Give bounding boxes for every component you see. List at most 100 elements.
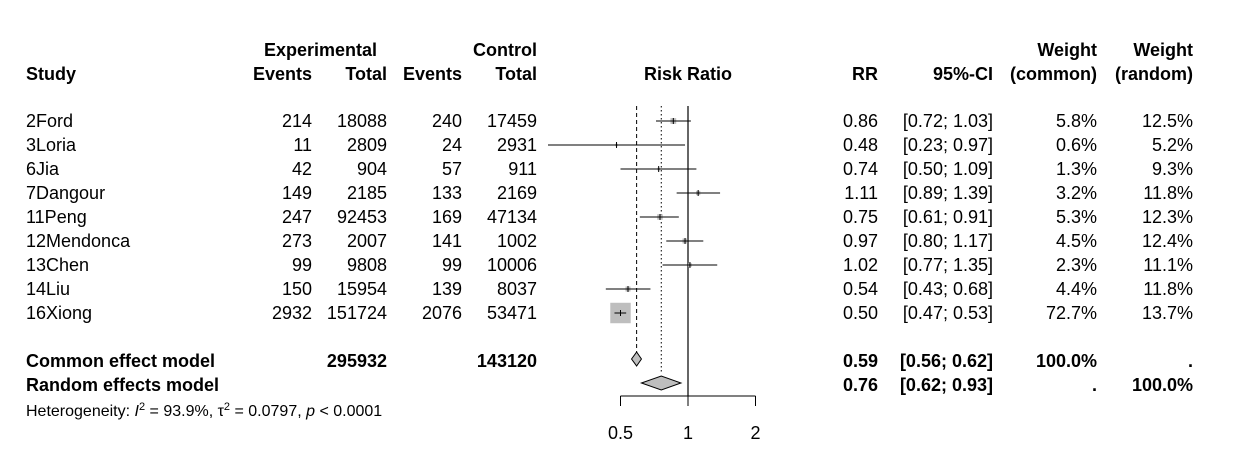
study-name: 3Loria [26, 135, 77, 155]
header-c-total: Total [495, 64, 537, 84]
study-e-total: 18088 [337, 111, 387, 131]
study-e-total: 904 [357, 159, 387, 179]
random-label: Random effects model [26, 375, 219, 395]
header-weight-random-1: Weight [1133, 40, 1193, 60]
study-e-total: 15954 [337, 279, 387, 299]
het-i-value: = 93.9%, [145, 403, 218, 420]
study-c-events: 141 [432, 231, 462, 251]
het-i-sup: 2 [139, 401, 145, 413]
study-rr: 0.75 [843, 207, 878, 227]
header-weight-common-2: (common) [1010, 64, 1097, 84]
study-c-events: 57 [442, 159, 462, 179]
study-w-random: 11.1% [1143, 255, 1193, 275]
study-rr: 0.86 [843, 111, 878, 131]
study-c-total: 2931 [497, 135, 537, 155]
het-prefix: Heterogeneity: [26, 403, 135, 420]
common-c-total: 143120 [477, 351, 537, 371]
common-e-total: 295932 [327, 351, 387, 371]
study-rr: 0.97 [843, 231, 878, 251]
study-e-total: 2185 [347, 183, 387, 203]
study-name: 16Xiong [26, 303, 92, 323]
study-c-events: 240 [432, 111, 462, 131]
header-experimental: Experimental [264, 40, 377, 60]
study-c-total: 1002 [497, 231, 537, 251]
random-rr: 0.76 [843, 375, 878, 395]
study-ci: [0.43; 0.68] [903, 279, 993, 299]
study-name: 2Ford [26, 111, 73, 131]
common-effect-diamond [630, 351, 643, 367]
study-rr: 1.11 [844, 183, 878, 203]
study-c-events: 2076 [422, 303, 462, 323]
study-ci: [0.47; 0.53] [903, 303, 993, 323]
study-c-total: 47134 [487, 207, 537, 227]
study-e-events: 273 [282, 231, 312, 251]
study-e-total: 2809 [347, 135, 387, 155]
study-e-events: 214 [282, 111, 312, 131]
header-control: Control [473, 40, 537, 60]
header-weight-random-2: (random) [1115, 64, 1193, 84]
study-name: 13Chen [26, 255, 89, 275]
header-weight-common-1: Weight [1037, 40, 1097, 60]
study-c-events: 99 [442, 255, 462, 275]
header-rr: RR [852, 64, 878, 84]
study-e-events: 247 [282, 207, 312, 227]
het-tau-sup: 2 [224, 401, 230, 413]
common-label: Common effect model [26, 351, 215, 371]
study-ci: [0.72; 1.03] [903, 111, 993, 131]
study-w-common: 3.2% [1056, 183, 1097, 203]
het-tau-value: = 0.0797, [230, 403, 306, 420]
study-w-random: 11.8% [1143, 183, 1193, 203]
study-c-events: 139 [432, 279, 462, 299]
x-tick-label: 1 [683, 423, 693, 443]
header-e-events: Events [253, 64, 312, 84]
study-ci: [0.80; 1.17] [903, 231, 993, 251]
study-ci: [0.89; 1.39] [903, 183, 993, 203]
study-c-total: 10006 [487, 255, 537, 275]
study-name: 11Peng [26, 207, 87, 227]
common-rr: 0.59 [843, 351, 878, 371]
study-c-events: 24 [442, 135, 462, 155]
header-e-total: Total [345, 64, 387, 84]
study-c-total: 911 [508, 159, 537, 179]
header-ci: 95%-CI [933, 64, 993, 84]
study-c-total: 8037 [497, 279, 537, 299]
study-w-common: 4.5% [1056, 231, 1097, 251]
study-w-random: 12.5% [1142, 111, 1193, 131]
het-tau-symbol: τ [218, 403, 225, 420]
study-e-events: 149 [282, 183, 312, 203]
study-e-total: 151724 [327, 303, 387, 323]
study-w-random: 5.2% [1152, 135, 1193, 155]
study-rr: 1.02 [843, 255, 878, 275]
study-e-events: 42 [292, 159, 312, 179]
study-w-common: 4.4% [1056, 279, 1097, 299]
random-w-random: 100.0% [1132, 375, 1193, 395]
random-effects-diamond [639, 375, 683, 391]
study-rr: 0.50 [843, 303, 878, 323]
het-p-symbol: p [305, 403, 315, 420]
study-c-events: 169 [432, 207, 462, 227]
study-w-random: 12.3% [1142, 207, 1193, 227]
study-name: 6Jia [26, 159, 60, 179]
study-w-common: 0.6% [1056, 135, 1097, 155]
study-e-total: 92453 [337, 207, 387, 227]
heterogeneity-text: Heterogeneity: I2 = 93.9%, τ2 = 0.0797, … [26, 401, 382, 420]
x-tick-label: 0.5 [608, 423, 633, 443]
study-name: 14Liu [26, 279, 70, 299]
study-e-total: 2007 [347, 231, 387, 251]
study-name: 7Dangour [26, 183, 105, 203]
study-ci: [0.23; 0.97] [903, 135, 993, 155]
header-risk-ratio: Risk Ratio [644, 64, 732, 84]
study-rr: 0.48 [843, 135, 878, 155]
study-e-events: 150 [282, 279, 312, 299]
study-w-common: 72.7% [1046, 303, 1097, 323]
header-c-events: Events [403, 64, 462, 84]
study-name: 12Mendonca [26, 231, 131, 251]
het-p-value: < 0.0001 [315, 403, 382, 420]
study-w-random: 12.4% [1142, 231, 1193, 251]
study-w-common: 1.3% [1056, 159, 1097, 179]
study-w-random: 13.7% [1142, 303, 1193, 323]
random-w-common: . [1092, 375, 1097, 395]
study-w-common: 2.3% [1056, 255, 1097, 275]
study-ci: [0.50; 1.09] [903, 159, 993, 179]
